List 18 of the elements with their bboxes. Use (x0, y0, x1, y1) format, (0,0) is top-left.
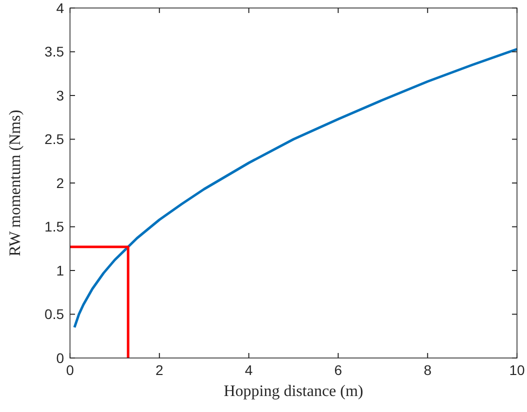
x-tick-label: 2 (156, 362, 164, 378)
x-tick-label: 0 (66, 362, 74, 378)
y-tick-label: 3.5 (44, 44, 64, 60)
x-tick-label: 8 (424, 362, 432, 378)
y-axis-title: RW momentum (Nms) (7, 110, 24, 256)
x-tick-label: 4 (244, 362, 253, 378)
y-tick-label: 2 (56, 174, 64, 191)
y-tick-label: 0.5 (44, 306, 64, 322)
y-tick-label: 1.5 (44, 218, 64, 235)
line-series (73, 48, 518, 329)
y-tick-label: 1 (56, 262, 64, 278)
y-tick-label: 4 (56, 0, 64, 16)
y-tick-label: 3 (56, 87, 64, 104)
x-axis-title: Hopping distance (m) (224, 383, 364, 400)
x-tick-label: 6 (334, 362, 342, 378)
y-tick-label: 2.5 (44, 131, 64, 148)
y-tick-label: 0 (56, 350, 64, 366)
x-tick-label: 10 (509, 362, 525, 378)
